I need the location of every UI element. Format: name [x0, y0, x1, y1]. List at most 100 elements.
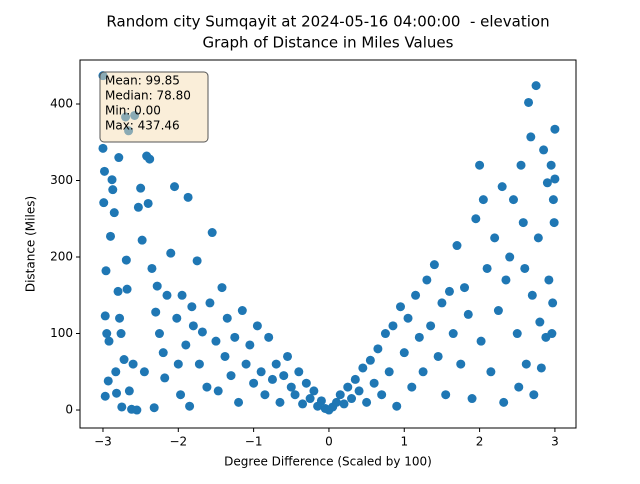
- point: [136, 183, 146, 193]
- x-tick-label: −1: [245, 435, 263, 449]
- point: [170, 182, 180, 192]
- point: [499, 397, 509, 407]
- point: [354, 386, 364, 396]
- point: [516, 160, 526, 170]
- point: [116, 329, 126, 339]
- point: [384, 367, 394, 377]
- point: [192, 256, 202, 266]
- point: [493, 306, 503, 316]
- x-tick-label: 1: [400, 435, 408, 449]
- point: [475, 160, 485, 170]
- point: [529, 390, 539, 400]
- point: [456, 359, 466, 369]
- point: [256, 367, 266, 377]
- point: [185, 401, 195, 411]
- point: [343, 382, 353, 392]
- point: [101, 266, 111, 276]
- point: [113, 286, 123, 296]
- x-tick-label: 3: [551, 435, 559, 449]
- x-tick-label: 0: [325, 435, 333, 449]
- point: [512, 329, 522, 339]
- point: [542, 178, 552, 188]
- point: [521, 359, 531, 369]
- point: [441, 390, 451, 400]
- point: [107, 175, 117, 185]
- point: [471, 214, 481, 224]
- point: [422, 275, 432, 285]
- point: [133, 202, 143, 212]
- point: [217, 283, 227, 293]
- point: [527, 290, 537, 300]
- y-tick-label: 0: [65, 403, 73, 417]
- annotation-line: Max: 437.46: [105, 119, 180, 133]
- point: [245, 340, 255, 350]
- point: [264, 332, 274, 342]
- x-axis-label: Degree Difference (Scaled by 100): [224, 455, 432, 469]
- point: [213, 386, 223, 396]
- annotation-line: Mean: 99.85: [105, 74, 180, 88]
- point: [418, 367, 428, 377]
- point: [514, 382, 524, 392]
- point: [362, 397, 372, 407]
- point: [237, 306, 247, 316]
- point: [122, 284, 132, 294]
- point: [143, 198, 153, 208]
- point: [339, 399, 349, 409]
- point: [154, 329, 164, 339]
- point: [452, 241, 462, 251]
- point: [160, 373, 170, 383]
- point: [98, 143, 108, 153]
- point: [497, 182, 507, 192]
- point: [252, 321, 262, 331]
- point: [358, 363, 368, 373]
- point: [197, 327, 207, 337]
- point: [260, 390, 270, 400]
- point: [115, 313, 125, 323]
- point: [392, 401, 402, 411]
- point: [403, 313, 413, 323]
- x-tick-label: 2: [476, 435, 484, 449]
- point: [550, 174, 560, 184]
- point: [181, 340, 191, 350]
- y-tick-label: 300: [50, 173, 73, 187]
- point: [132, 405, 142, 415]
- point: [111, 367, 121, 377]
- point: [549, 218, 559, 228]
- y-tick-label: 100: [50, 326, 73, 340]
- point: [124, 386, 134, 396]
- point: [539, 145, 549, 155]
- point: [103, 376, 113, 386]
- point: [139, 367, 149, 377]
- point: [176, 390, 186, 400]
- point: [271, 359, 281, 369]
- point: [478, 195, 488, 205]
- point: [476, 336, 486, 346]
- point: [508, 195, 518, 205]
- x-tick-label: −2: [169, 435, 187, 449]
- point: [399, 348, 409, 358]
- point: [377, 390, 387, 400]
- point: [149, 403, 159, 413]
- point: [407, 382, 417, 392]
- point: [249, 378, 259, 388]
- point: [365, 355, 375, 365]
- point: [188, 321, 198, 331]
- chart-subtitle: Graph of Distance in Miles Values: [203, 34, 454, 52]
- point: [347, 394, 357, 404]
- point: [99, 198, 109, 208]
- point: [100, 311, 110, 321]
- point: [388, 321, 398, 331]
- point: [505, 252, 515, 262]
- point: [305, 394, 315, 404]
- annotation-line: Median: 78.80: [105, 89, 191, 103]
- point: [533, 233, 543, 243]
- point: [108, 185, 118, 195]
- point: [220, 351, 230, 361]
- point: [172, 313, 182, 323]
- point: [205, 298, 215, 308]
- point: [194, 359, 204, 369]
- y-tick-label: 400: [50, 96, 73, 110]
- point: [395, 302, 405, 312]
- point: [114, 153, 124, 163]
